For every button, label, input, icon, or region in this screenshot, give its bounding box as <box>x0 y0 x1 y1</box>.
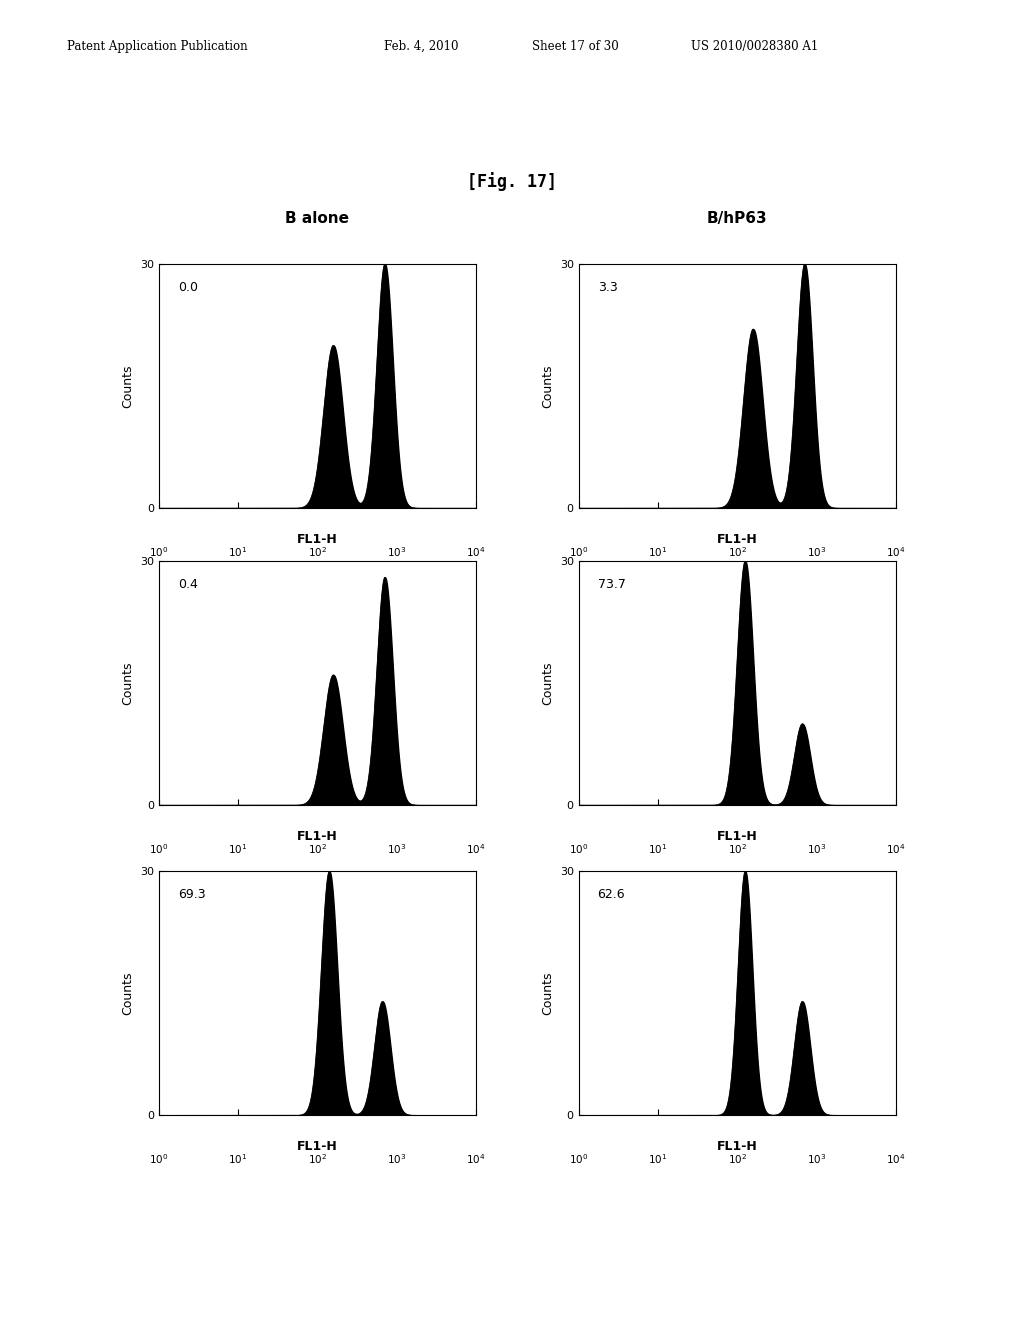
Text: $10^2$: $10^2$ <box>308 842 327 855</box>
Text: $10^1$: $10^1$ <box>228 842 248 855</box>
Text: $10^3$: $10^3$ <box>387 842 407 855</box>
Text: Patent Application Publication: Patent Application Publication <box>67 40 247 53</box>
Text: $10^2$: $10^2$ <box>728 842 746 855</box>
Text: Sheet 17 of 30: Sheet 17 of 30 <box>532 40 620 53</box>
Y-axis label: Counts: Counts <box>121 661 134 705</box>
Text: $10^3$: $10^3$ <box>807 545 826 558</box>
Text: $10^4$: $10^4$ <box>466 1152 486 1166</box>
Text: $10^2$: $10^2$ <box>728 545 746 558</box>
Text: $10^0$: $10^0$ <box>150 1152 168 1166</box>
Text: DC/hP63: DC/hP63 <box>288 883 347 896</box>
Text: Feb. 4, 2010: Feb. 4, 2010 <box>384 40 459 53</box>
Text: $10^0$: $10^0$ <box>569 545 588 558</box>
Text: 62.6: 62.6 <box>598 888 626 902</box>
Text: 0.0: 0.0 <box>178 281 198 294</box>
Text: B alone: B alone <box>286 211 349 226</box>
Text: $10^0$: $10^0$ <box>150 842 168 855</box>
Text: B/αGC: B/αGC <box>296 586 339 599</box>
Text: 73.7: 73.7 <box>598 578 626 591</box>
Y-axis label: Counts: Counts <box>541 661 554 705</box>
Text: US 2010/0028380 A1: US 2010/0028380 A1 <box>691 40 818 53</box>
X-axis label: FL1-H: FL1-H <box>297 829 338 842</box>
Y-axis label: Counts: Counts <box>541 972 554 1015</box>
Text: B/hP63: B/hP63 <box>707 211 768 226</box>
Text: $10^4$: $10^4$ <box>886 842 906 855</box>
Text: $10^0$: $10^0$ <box>569 1152 588 1166</box>
Text: $10^4$: $10^4$ <box>466 842 486 855</box>
Text: $10^1$: $10^1$ <box>228 1152 248 1166</box>
Text: $10^2$: $10^2$ <box>308 545 327 558</box>
X-axis label: FL1-H: FL1-H <box>297 1139 338 1152</box>
X-axis label: FL1-H: FL1-H <box>297 532 338 545</box>
Y-axis label: Counts: Counts <box>121 364 134 408</box>
Text: $10^4$: $10^4$ <box>886 545 906 558</box>
Text: $10^3$: $10^3$ <box>387 1152 407 1166</box>
Text: B/αGC/hP63: B/αGC/hP63 <box>696 586 778 599</box>
Text: 69.3: 69.3 <box>178 888 206 902</box>
X-axis label: FL1-H: FL1-H <box>717 1139 758 1152</box>
Text: $10^3$: $10^3$ <box>387 545 407 558</box>
Y-axis label: Counts: Counts <box>541 364 554 408</box>
Text: $10^0$: $10^0$ <box>569 842 588 855</box>
Text: [Fig. 17]: [Fig. 17] <box>467 172 557 190</box>
Text: $10^4$: $10^4$ <box>466 545 486 558</box>
Text: $10^3$: $10^3$ <box>807 1152 826 1166</box>
Text: 3.3: 3.3 <box>598 281 617 294</box>
Text: $10^0$: $10^0$ <box>150 545 168 558</box>
Text: $10^4$: $10^4$ <box>886 1152 906 1166</box>
Text: $10^1$: $10^1$ <box>648 842 668 855</box>
Text: $10^2$: $10^2$ <box>728 1152 746 1166</box>
Y-axis label: Counts: Counts <box>121 972 134 1015</box>
Text: $10^3$: $10^3$ <box>807 842 826 855</box>
Text: $10^1$: $10^1$ <box>648 545 668 558</box>
Text: DC/ αGC/hP63: DC/ αGC/hP63 <box>689 883 785 896</box>
Text: $10^1$: $10^1$ <box>648 1152 668 1166</box>
Text: $10^1$: $10^1$ <box>228 545 248 558</box>
Text: 0.4: 0.4 <box>178 578 198 591</box>
X-axis label: FL1-H: FL1-H <box>717 532 758 545</box>
Text: $10^2$: $10^2$ <box>308 1152 327 1166</box>
X-axis label: FL1-H: FL1-H <box>717 829 758 842</box>
